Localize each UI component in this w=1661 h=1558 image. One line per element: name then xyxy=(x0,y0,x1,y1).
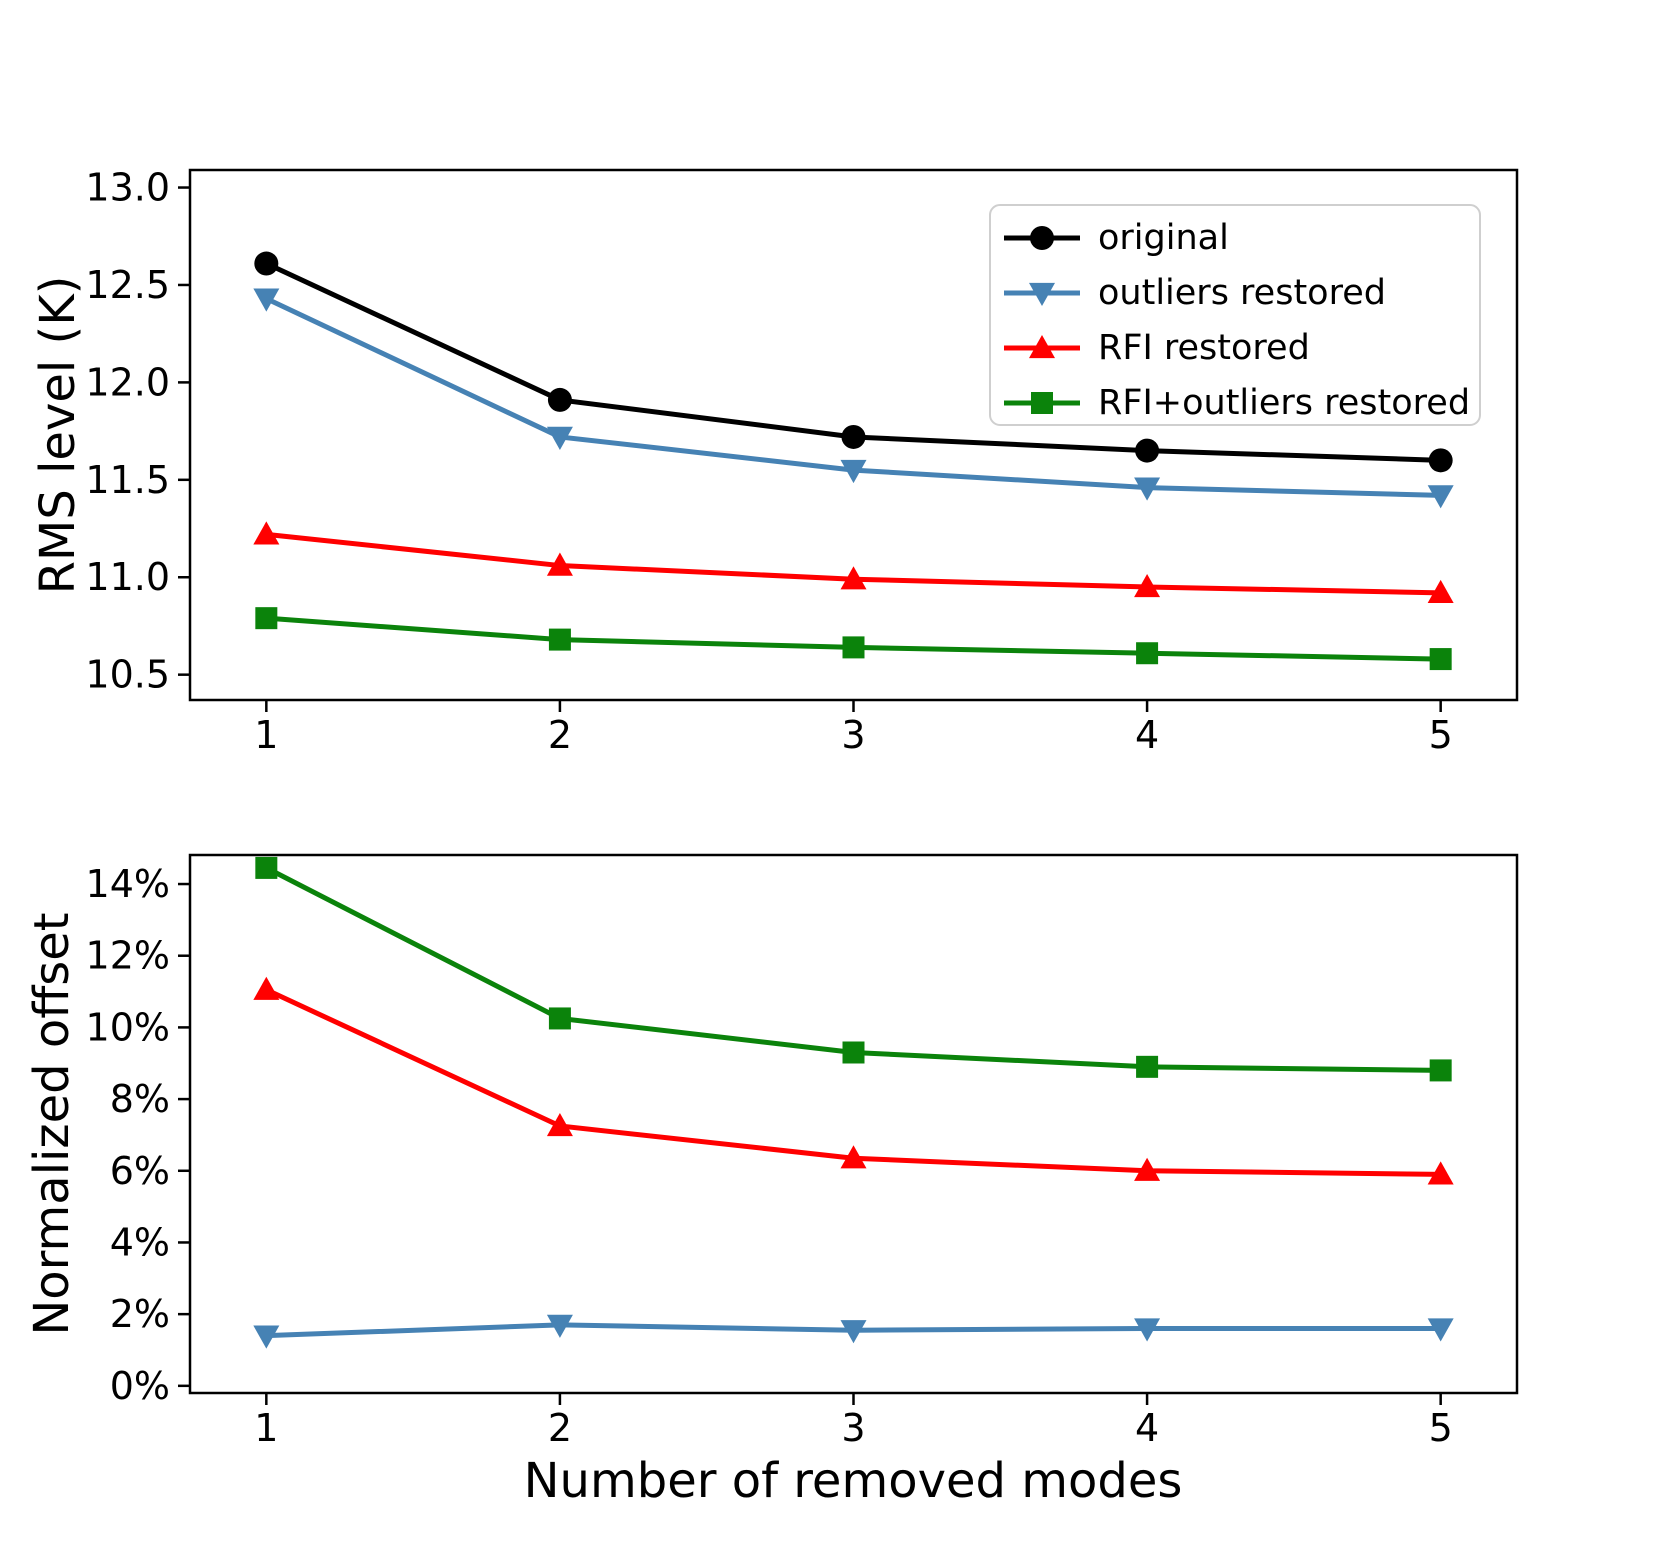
offset-y-tick-label: 2% xyxy=(110,1292,170,1336)
data-point-rfi-outliers-restored-2 xyxy=(548,628,571,651)
rms-x-tick-label: 5 xyxy=(1429,713,1453,757)
data-point-rfi-outliers-restored-3 xyxy=(842,636,865,659)
data-point-rfi-restored-3 xyxy=(840,566,867,590)
rms-x-tick-label: 1 xyxy=(254,713,278,757)
offset-y-tick-label: 4% xyxy=(110,1220,170,1264)
data-point-original-5 xyxy=(1428,448,1453,473)
data-point-rfi-restored-1 xyxy=(253,976,280,1000)
rms-axes-frame xyxy=(188,168,1519,702)
legend-label: original xyxy=(1098,218,1229,258)
offset-y-tick-label: 6% xyxy=(110,1149,170,1193)
data-point-rfi-restored-5 xyxy=(1427,579,1454,603)
rms-y-tick-label: 12.0 xyxy=(85,360,170,404)
offset-axes-frame xyxy=(188,853,1519,1395)
rms-y-tick-label: 12.5 xyxy=(85,263,170,307)
data-point-rfi-restored-1 xyxy=(253,521,280,545)
data-point-outliers-restored-3 xyxy=(840,459,867,484)
data-point-original-2 xyxy=(547,387,572,412)
offset-y-tick-label: 0% xyxy=(110,1364,170,1408)
data-point-outliers-restored-2 xyxy=(546,426,573,450)
bottom-y-axis-label: Normalized offset xyxy=(24,912,80,1336)
rms-x-tick-label: 4 xyxy=(1135,713,1159,757)
data-point-rfi-outliers-restored-5 xyxy=(1429,648,1452,671)
legend-sample-marker xyxy=(1030,226,1054,250)
offset-x-tick-label: 3 xyxy=(841,1406,865,1450)
data-point-rfi-restored-4 xyxy=(1134,573,1161,598)
top-y-axis-label: RMS level (K) xyxy=(30,275,86,595)
offset-x-tick-label: 5 xyxy=(1429,1406,1453,1450)
data-point-outliers-restored-5 xyxy=(1427,1318,1454,1342)
offset-y-tick-label: 14% xyxy=(86,862,170,906)
offset-y-tick-label: 10% xyxy=(86,1005,170,1049)
data-point-rfi-outliers-restored-4 xyxy=(1136,1055,1159,1078)
data-point-rfi-restored-3 xyxy=(840,1145,867,1169)
legend-label: outliers restored xyxy=(1098,273,1386,313)
data-point-rfi-restored-5 xyxy=(1427,1161,1454,1185)
data-point-rfi-outliers-restored-3 xyxy=(842,1041,865,1064)
data-point-rfi-outliers-restored-4 xyxy=(1136,642,1159,665)
legend-label: RFI restored xyxy=(1098,328,1310,368)
data-point-outliers-restored-1 xyxy=(253,288,280,312)
data-point-outliers-restored-3 xyxy=(840,1320,867,1344)
series-line-rfi-outliers-restored xyxy=(265,865,1441,1073)
data-point-rfi-outliers-restored-1 xyxy=(255,607,278,630)
data-point-rfi-outliers-restored-1 xyxy=(255,856,278,879)
rms-y-tick-label: 11.0 xyxy=(85,555,170,599)
data-point-original-1 xyxy=(254,251,279,276)
data-point-rfi-restored-2 xyxy=(546,1112,573,1137)
offset-x-tick-label: 2 xyxy=(548,1406,572,1450)
legend-label: RFI+outliers restored xyxy=(1098,383,1470,423)
legend-sample-marker xyxy=(1029,282,1055,306)
legend-sample-marker xyxy=(1029,335,1055,359)
data-point-outliers-restored-1 xyxy=(253,1325,280,1349)
data-point-outliers-restored-4 xyxy=(1134,1318,1161,1342)
data-point-outliers-restored-2 xyxy=(546,1314,573,1338)
legend-sample-marker xyxy=(1031,392,1053,414)
data-point-original-4 xyxy=(1135,438,1160,463)
offset-x-tick-label: 4 xyxy=(1135,1406,1159,1450)
rms-y-tick-label: 11.5 xyxy=(85,458,170,502)
data-point-outliers-restored-5 xyxy=(1427,485,1454,509)
x-axis-label: Number of removed modes xyxy=(523,1453,1183,1509)
rms-x-tick-label: 3 xyxy=(841,713,865,757)
offset-y-tick-label: 12% xyxy=(86,934,170,978)
data-point-rfi-outliers-restored-2 xyxy=(548,1007,571,1030)
data-point-rfi-restored-4 xyxy=(1134,1157,1161,1181)
offset-y-tick-label: 8% xyxy=(110,1077,170,1121)
data-point-outliers-restored-4 xyxy=(1134,477,1161,501)
data-point-original-3 xyxy=(841,424,866,449)
rms-y-tick-label: 13.0 xyxy=(85,166,170,210)
data-point-rfi-restored-2 xyxy=(546,552,573,576)
rms-y-tick-label: 10.5 xyxy=(85,653,170,697)
legend-box xyxy=(989,204,1481,426)
rms-x-tick-label: 2 xyxy=(548,713,572,757)
offset-x-tick-label: 1 xyxy=(254,1406,278,1450)
data-point-rfi-outliers-restored-5 xyxy=(1429,1059,1452,1082)
